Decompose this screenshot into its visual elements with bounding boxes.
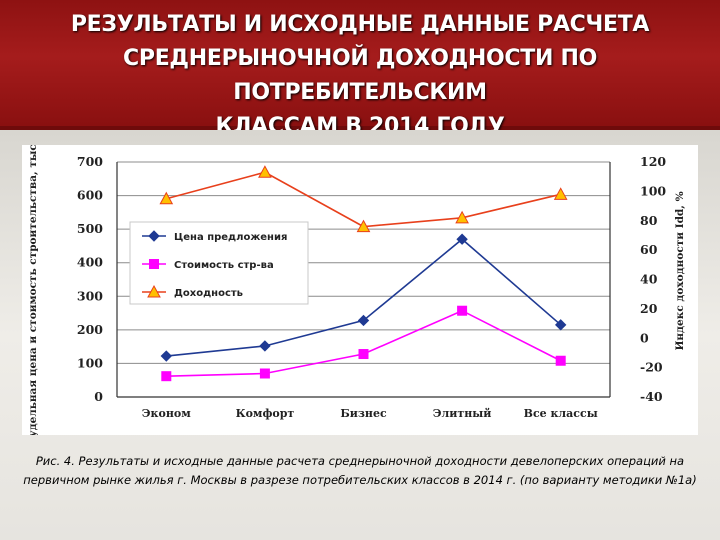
data-point xyxy=(161,371,172,382)
data-point xyxy=(357,314,370,327)
y2-tick-label: 100 xyxy=(640,183,666,198)
series-3 xyxy=(159,165,568,233)
y2-tick-label: 20 xyxy=(640,301,658,316)
tick-labels: 0 100 200 300 400 500 600 700 -40 -20 0 20 40 60 80 100… xyxy=(77,154,666,420)
y-tick-label: 0 xyxy=(94,389,103,404)
y-tick-label: 300 xyxy=(77,288,103,303)
data-point xyxy=(259,340,271,352)
legend-item: Цена предложения xyxy=(142,230,287,243)
y-tick-label: 500 xyxy=(77,221,103,236)
series-1 xyxy=(160,233,567,362)
series-2 xyxy=(161,305,566,382)
y-tick-label: 700 xyxy=(77,154,103,169)
y2-tick-label: -40 xyxy=(640,389,663,404)
y2-tick-label: 0 xyxy=(640,330,649,345)
data-point xyxy=(148,230,160,242)
legend-item: Доходность xyxy=(142,284,243,299)
slide-header: РЕЗУЛЬТАТЫ И ИСХОДНЫЕ ДАННЫЕ РАСЧЕТА СРЕ… xyxy=(0,0,720,139)
data-point xyxy=(259,368,270,379)
y-axis-label: Средняя удельная цена и стоимость строит… xyxy=(27,145,39,435)
caption-line-2: первичном рынке жилья г. Москвы в разрез… xyxy=(23,473,697,487)
x-tick-label: Бизнес xyxy=(340,407,387,420)
data-point xyxy=(358,349,369,360)
y2-tick-label: 80 xyxy=(640,213,658,228)
y-tick-label: 400 xyxy=(77,255,103,270)
data-point xyxy=(160,350,173,362)
legend-label: Цена предложения xyxy=(174,232,287,243)
y2-tick-label: -20 xyxy=(640,360,663,375)
data-point xyxy=(147,284,161,298)
data-point xyxy=(356,219,371,233)
x-tick-label: Все классы xyxy=(524,407,598,420)
data-point xyxy=(553,187,568,200)
slide-title: РЕЗУЛЬТАТЫ И ИСХОДНЫЕ ДАННЫЕ РАСЧЕТА СРЕ… xyxy=(0,8,720,144)
data-point xyxy=(457,305,468,316)
title-line-2: СРЕДНЕРЫНОЧНОЙ ДОХОДНОСТИ ПО ПОТРЕБИТЕЛЬ… xyxy=(123,46,597,105)
chart-panel: 0 100 200 300 400 500 600 700 -40 -20 0 20 40 60 80 100… xyxy=(22,145,698,435)
title-line-1: РЕЗУЛЬТАТЫ И ИСХОДНЫЕ ДАННЫЕ РАСЧЕТА xyxy=(70,12,650,37)
data-point xyxy=(555,355,566,366)
y2-tick-label: 40 xyxy=(640,272,658,287)
x-tick-label: Элитный xyxy=(433,407,492,420)
y2-tick-label: 120 xyxy=(640,154,666,169)
x-tick-label: Комфорт xyxy=(236,407,295,420)
y-tick-label: 600 xyxy=(77,188,103,203)
data-point xyxy=(554,319,567,331)
y2-axis-label: Индекс доходности Idd, % xyxy=(674,191,686,350)
caption-line-1: Рис. 4. Результаты и исходные данные рас… xyxy=(35,454,685,468)
data-point xyxy=(258,165,272,178)
x-tick-label: Эконом xyxy=(142,407,191,420)
data-point xyxy=(455,210,469,224)
data-point xyxy=(149,259,159,269)
data-point xyxy=(456,233,468,245)
series-line xyxy=(166,171,561,228)
figure-caption: Рис. 4. Результаты и исходные данные рас… xyxy=(18,452,702,490)
y2-tick-label: 60 xyxy=(640,242,658,257)
line-chart: 0 100 200 300 400 500 600 700 -40 -20 0 20 40 60 80 100… xyxy=(27,145,686,435)
y-tick-label: 200 xyxy=(77,322,103,337)
axes xyxy=(116,162,611,398)
legend-label: Доходность xyxy=(174,288,243,299)
legend: Цена предложения Стоимость стр-ва Доходнос… xyxy=(129,221,309,305)
y-tick-label: 100 xyxy=(77,355,103,370)
series-layer xyxy=(159,165,568,382)
legend-item: Стоимость стр-ва xyxy=(142,259,274,271)
legend-label: Стоимость стр-ва xyxy=(174,260,274,271)
data-point xyxy=(159,191,174,205)
